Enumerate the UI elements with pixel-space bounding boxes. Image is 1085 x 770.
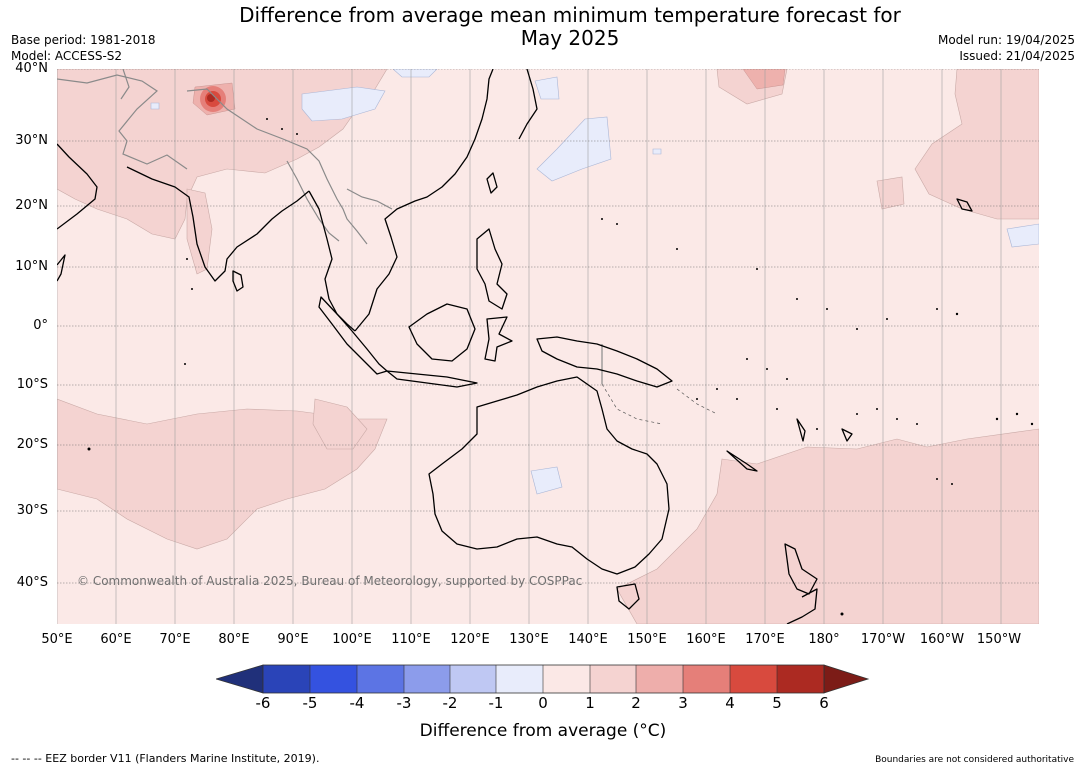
- lat-label-10s: 10°S: [16, 377, 48, 392]
- lon-label-140e: 140°E: [568, 632, 608, 647]
- lon-label-170w: 170°W: [860, 632, 906, 647]
- colorbar-tick: 2: [631, 694, 641, 712]
- colorbar-tick: -4: [349, 694, 365, 712]
- cool-anomaly-regions: [150, 69, 1039, 495]
- lon-label-160e: 160°E: [686, 632, 726, 647]
- colorbar-tick: 0: [538, 694, 548, 712]
- colorbar-bin: [450, 665, 496, 693]
- colorbar-bin: [543, 665, 590, 693]
- colorbar-arrow-high: [823, 664, 870, 694]
- colorbar-bin: [636, 665, 683, 693]
- coastlines: [57, 69, 973, 624]
- forecast-map: [57, 69, 1039, 624]
- country-borders: [57, 69, 603, 384]
- colorbar-tick: 4: [725, 694, 735, 712]
- lon-label-80e: 80°E: [218, 632, 250, 647]
- title-line-2: May 2025: [520, 26, 620, 50]
- lat-label-30n: 30°N: [15, 133, 48, 148]
- model-name: Model: ACCESS-S2: [11, 49, 123, 63]
- colorbar-tick: 3: [678, 694, 688, 712]
- base-period: Base period: 1981-2018: [11, 33, 156, 47]
- hotspot: [200, 86, 226, 112]
- issued-date: Issued: 21/04/2025: [959, 49, 1075, 63]
- lon-label-120e: 120°E: [450, 632, 490, 647]
- small-islands: [87, 118, 1034, 616]
- colorbar-bin: [683, 665, 730, 693]
- lon-label-150w: 150°W: [976, 632, 1022, 647]
- lon-label-170e: 170°E: [745, 632, 785, 647]
- lon-label-110e: 110°E: [391, 632, 431, 647]
- model-run: Model run: 19/04/2025: [937, 33, 1075, 47]
- colorbar-bin: [777, 665, 824, 693]
- colorbar-label: Difference from average (°C): [419, 721, 667, 741]
- colorbar-bin: [404, 665, 450, 693]
- lon-label-160w: 160°W: [919, 632, 965, 647]
- colorbar-tick: 1: [585, 694, 595, 712]
- meta-right: Model run: 19/04/2025 Issued: 21/04/2025: [938, 32, 1075, 64]
- colorbar-tick: -3: [396, 694, 412, 712]
- colorbar-tick: -5: [302, 694, 318, 712]
- lat-label-40n: 40°N: [15, 61, 48, 76]
- lon-label-50e: 50°E: [41, 632, 73, 647]
- colorbar: [216, 664, 870, 694]
- eez-borders: [601, 383, 718, 425]
- colorbar-tick: 6: [819, 694, 829, 712]
- meta-left: Base period: 1981-2018 Model: ACCESS-S2: [11, 32, 156, 64]
- eez-legend: -- -- -- EEZ border V11 (Flanders Marine…: [11, 752, 320, 765]
- lon-label-60e: 60°E: [100, 632, 132, 647]
- colorbar-bin: [590, 665, 636, 693]
- colorbar-bin: [730, 665, 777, 693]
- lon-label-70e: 70°E: [159, 632, 191, 647]
- lat-label-20s: 20°S: [16, 437, 48, 452]
- colorbar-tick: -6: [255, 694, 271, 712]
- lon-label-90e: 90°E: [277, 632, 309, 647]
- chart-title: Difference from average mean minimum tem…: [180, 4, 960, 50]
- lat-label-40s: 40°S: [16, 575, 48, 590]
- lat-label-10n: 10°N: [15, 259, 48, 274]
- colorbar-bin: [310, 665, 357, 693]
- colorbar-tick: -2: [442, 694, 458, 712]
- colorbar-arrow-low: [216, 664, 264, 694]
- lon-label-100e: 100°E: [332, 632, 372, 647]
- copyright-notice: © Commonwealth of Australia 2025, Bureau…: [77, 574, 583, 588]
- colorbar-tick: -1: [488, 694, 504, 712]
- title-line-1: Difference from average mean minimum tem…: [239, 3, 901, 27]
- colorbar-bin: [357, 665, 404, 693]
- colorbar-bin: [263, 665, 310, 693]
- gridlines: [57, 69, 1002, 624]
- lon-label-150e: 150°E: [627, 632, 667, 647]
- lon-label-130e: 130°E: [509, 632, 549, 647]
- lat-label-0: 0°: [33, 318, 48, 333]
- colorbar-tick: 5: [772, 694, 782, 712]
- colorbar-bin: [496, 665, 543, 693]
- lat-label-30s: 30°S: [16, 503, 48, 518]
- lon-label-180: 180°: [808, 632, 840, 647]
- boundaries-note: Boundaries are not considered authoritat…: [875, 755, 1074, 765]
- lat-label-20n: 20°N: [15, 198, 48, 213]
